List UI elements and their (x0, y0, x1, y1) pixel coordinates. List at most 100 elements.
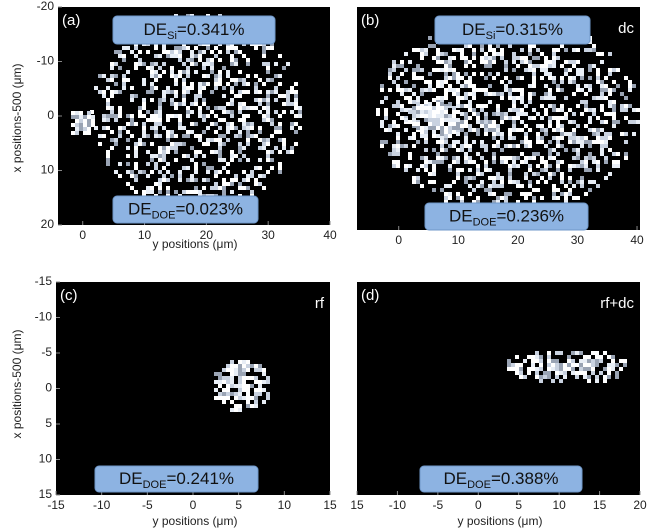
speckle (182, 70, 186, 74)
y-tick-label: 15 (39, 487, 53, 501)
speckle (464, 176, 468, 180)
speckle (396, 112, 400, 116)
speckle (579, 371, 583, 375)
speckle (536, 56, 540, 60)
speckle (527, 371, 531, 375)
speckle (166, 90, 170, 94)
speckle (388, 76, 392, 80)
annotation: DESi=0.341% (144, 20, 245, 41)
speckle (559, 351, 563, 355)
speckle (544, 168, 548, 172)
speckle (583, 355, 587, 359)
speckle (472, 88, 476, 92)
speckle (552, 196, 556, 200)
speckle (428, 172, 432, 176)
speckle (286, 102, 290, 106)
speckle (118, 134, 122, 138)
speckle (150, 170, 154, 174)
speckle (266, 376, 270, 380)
x-tick-label: 15 (323, 498, 337, 512)
speckle (198, 90, 202, 94)
speckle (142, 114, 146, 118)
speckle (158, 146, 162, 150)
speckle (254, 106, 258, 110)
speckle (110, 74, 114, 78)
speckle (432, 118, 436, 122)
speckle (154, 46, 158, 50)
speckle (608, 104, 612, 108)
speckle (424, 164, 428, 168)
speckle (190, 82, 194, 86)
speckle (396, 132, 400, 136)
speckle (194, 70, 198, 74)
speckle (592, 44, 596, 48)
speckle (258, 126, 262, 130)
speckle (75, 127, 79, 131)
speckle (266, 118, 270, 122)
speckle (238, 150, 242, 154)
speckle (496, 108, 500, 112)
speckle (468, 124, 472, 128)
speckle-image (376, 16, 640, 212)
speckle (246, 404, 250, 408)
speckle (150, 66, 154, 70)
speckle (266, 90, 270, 94)
speckle (540, 116, 544, 120)
speckle (619, 359, 623, 363)
speckle (484, 148, 488, 152)
speckle (266, 70, 270, 74)
speckle (114, 170, 118, 174)
speckle (408, 60, 412, 64)
speckle (226, 126, 230, 130)
speckle (572, 80, 576, 84)
speckle (480, 108, 484, 112)
speckle (596, 68, 600, 72)
speckle (170, 54, 174, 58)
speckle (540, 176, 544, 180)
speckle (484, 168, 488, 172)
speckle (504, 68, 508, 72)
speckle (536, 180, 540, 184)
speckle (480, 72, 484, 76)
speckle (194, 98, 198, 102)
speckle (484, 160, 488, 164)
speckle (468, 100, 472, 104)
speckle (238, 50, 242, 54)
speckle (556, 116, 560, 120)
speckle (154, 130, 158, 134)
speckle (71, 115, 75, 119)
speckle (158, 150, 162, 154)
speckle (400, 104, 404, 108)
speckle (583, 375, 587, 379)
mode-label: rf (315, 295, 325, 312)
speckle (118, 50, 122, 54)
speckle (254, 98, 258, 102)
speckle (214, 150, 218, 154)
speckle (424, 80, 428, 84)
speckle (206, 126, 210, 130)
speckle (528, 192, 532, 196)
speckle (460, 96, 464, 100)
speckle (452, 180, 456, 184)
speckle (519, 371, 523, 375)
speckle (114, 82, 118, 86)
speckle (246, 174, 250, 178)
speckle (452, 118, 456, 122)
speckle (567, 367, 571, 371)
speckle (432, 110, 436, 114)
speckle (110, 106, 114, 110)
speckle (226, 130, 230, 134)
speckle (492, 56, 496, 60)
speckle (531, 363, 535, 367)
speckle (528, 84, 532, 88)
speckle (432, 180, 436, 184)
speckle (294, 94, 298, 98)
speckle (408, 110, 412, 114)
speckle (206, 46, 210, 50)
speckle (560, 116, 564, 120)
speckle (392, 68, 396, 72)
speckle (588, 88, 592, 92)
speckle (520, 120, 524, 124)
speckle (178, 114, 182, 118)
speckle (246, 58, 250, 62)
